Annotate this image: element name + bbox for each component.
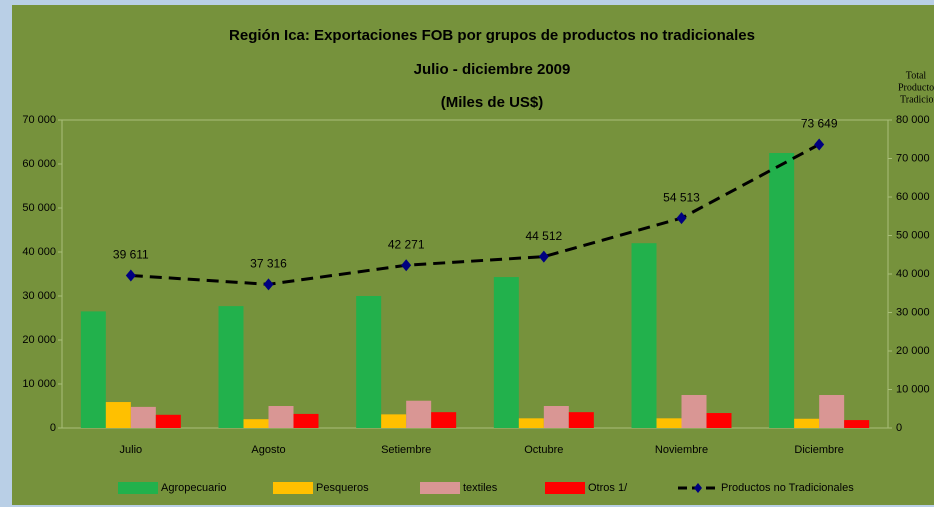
- bar: [706, 413, 732, 428]
- bar: [568, 412, 594, 428]
- bar: [406, 400, 432, 428]
- y2-axis-title: Tradiciona: [900, 94, 934, 105]
- bar: [431, 412, 457, 428]
- x-tick-label: Noviembre: [655, 444, 708, 456]
- chart-unit: (Miles de US$): [441, 94, 544, 111]
- data-label: 54 513: [663, 190, 700, 204]
- point: [125, 269, 136, 282]
- bar: [681, 395, 707, 428]
- legend-marker: [694, 483, 702, 493]
- y-tick-label: 50 000: [22, 202, 56, 214]
- x-tick-label: Agosto: [251, 444, 285, 456]
- bar: [819, 395, 845, 428]
- point: [538, 250, 549, 263]
- y-tick-label: 40 000: [22, 246, 56, 258]
- line: [130, 143, 820, 286]
- legend-label: Agropecuario: [161, 482, 226, 494]
- y2-tick-label: 20 000: [896, 345, 930, 357]
- bar: [794, 418, 820, 428]
- y2-tick-label: 40 000: [896, 268, 930, 280]
- bar: [493, 277, 519, 428]
- legend-label: Pesqueros: [316, 482, 369, 494]
- bar: [218, 306, 244, 428]
- y2-tick-label: 30 000: [896, 306, 930, 318]
- chart-title: Región Ica: Exportaciones FOB por grupos…: [229, 27, 755, 44]
- chart-panel: [12, 5, 934, 505]
- legend-swatch: [273, 482, 313, 494]
- data-label: 44 512: [525, 229, 562, 243]
- y2-axis-title: Producto N: [898, 82, 934, 93]
- y-tick-label: 0: [50, 422, 56, 434]
- point: [263, 278, 274, 291]
- legend-label: Otros 1/: [588, 482, 628, 494]
- bar: [518, 418, 544, 428]
- point: [814, 138, 825, 151]
- legend-swatch: [420, 482, 460, 494]
- y2-tick-label: 80 000: [896, 114, 930, 126]
- chart-subtitle: Julio - diciembre 2009: [414, 61, 571, 78]
- x-tick-label: Setiembre: [381, 444, 431, 456]
- legend-label: textiles: [463, 482, 498, 494]
- x-tick-label: Octubre: [524, 444, 563, 456]
- y2-tick-label: 10 000: [896, 383, 930, 395]
- bar: [656, 418, 682, 428]
- y-tick-label: 70 000: [22, 114, 56, 126]
- legend-swatch: [118, 482, 158, 494]
- bar: [631, 243, 657, 428]
- bar: [155, 414, 181, 428]
- bar: [80, 311, 106, 428]
- y2-tick-label: 50 000: [896, 229, 930, 241]
- point: [676, 212, 687, 225]
- bar: [769, 153, 795, 428]
- bar: [268, 406, 294, 428]
- y2-tick-label: 0: [896, 422, 902, 434]
- bar: [130, 406, 156, 428]
- bar: [543, 406, 569, 428]
- data-label: 73 649: [801, 117, 838, 131]
- point: [401, 259, 412, 272]
- bar: [243, 419, 269, 428]
- bar: [356, 296, 382, 428]
- data-label: 42 271: [388, 237, 425, 251]
- bar: [293, 413, 319, 428]
- y-tick-label: 20 000: [22, 334, 56, 346]
- legend-swatch: [545, 482, 585, 494]
- y2-tick-label: 70 000: [896, 152, 930, 164]
- bar: [381, 414, 407, 428]
- data-label: 37 316: [250, 257, 287, 271]
- y-tick-label: 10 000: [22, 378, 56, 390]
- y-tick-label: 60 000: [22, 158, 56, 170]
- legend-label: Productos no Tradicionales: [721, 482, 854, 494]
- data-label: 39 611: [113, 248, 149, 262]
- bar: [105, 402, 131, 428]
- bar: [844, 420, 870, 428]
- x-tick-label: Diciembre: [794, 444, 844, 456]
- x-tick-label: Julio: [120, 444, 143, 456]
- y-tick-label: 30 000: [22, 290, 56, 302]
- y2-tick-label: 60 000: [896, 191, 930, 203]
- y2-axis-title: Total: [906, 70, 927, 81]
